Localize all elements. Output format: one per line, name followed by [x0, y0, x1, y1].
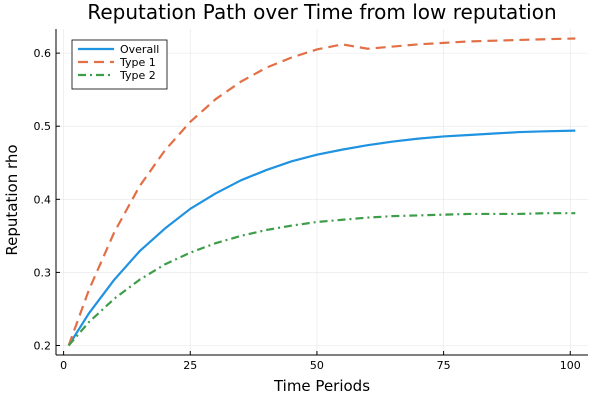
x-tick-label: 75: [437, 359, 451, 372]
legend-label: Type 2: [119, 69, 156, 82]
x-tick-label: 0: [60, 359, 67, 372]
y-tick-label: 0.6: [34, 47, 52, 60]
legend-label: Type 1: [119, 56, 156, 69]
y-tick-label: 0.4: [34, 193, 52, 206]
y-tick-label: 0.2: [34, 339, 52, 352]
y-tick-label: 0.3: [34, 266, 52, 279]
series-line-type-1: [67, 37, 576, 346]
chart-title: Reputation Path over Time from low reput…: [87, 0, 556, 24]
x-tick-label: 100: [560, 359, 581, 372]
series-line-overall: [67, 129, 576, 347]
x-tick-label: 25: [183, 359, 197, 372]
y-axis-title: Reputation rho: [3, 144, 21, 255]
y-tick-label: 0.5: [34, 120, 52, 133]
legend-label: Overall: [120, 43, 159, 56]
series-line-type-2: [67, 212, 576, 347]
x-axis-title: Time Periods: [273, 377, 370, 395]
x-tick-label: 50: [310, 359, 324, 372]
